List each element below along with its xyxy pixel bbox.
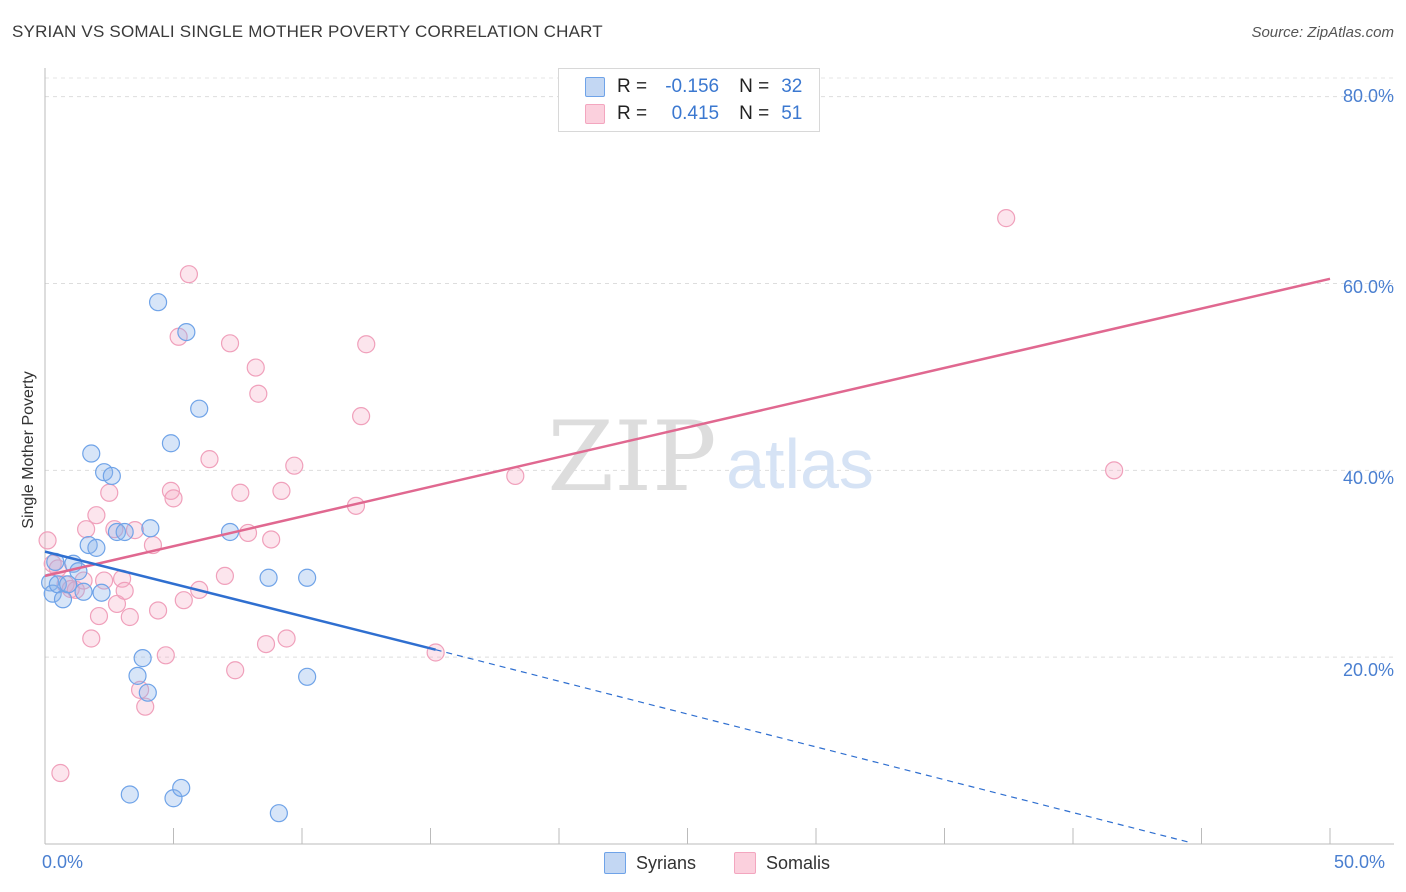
legend-r-label: R = [617, 76, 648, 97]
somalis-legend-swatch [734, 852, 756, 874]
somali-point [285, 456, 304, 475]
syrian-point [43, 584, 62, 603]
syrians-swatch [585, 77, 605, 97]
somali-point [179, 265, 199, 284]
syrian-point [82, 444, 101, 463]
somali-point [200, 450, 219, 469]
somali-point [246, 358, 265, 377]
syrian-point [133, 649, 152, 668]
somali-point [89, 606, 109, 626]
syrian-point [298, 667, 317, 686]
y-tick-label: 80.0% [1342, 86, 1394, 106]
syrian-point [269, 804, 288, 823]
somalis-legend-label: Somalis [766, 852, 831, 873]
somali-point [100, 483, 119, 502]
syrian-point [59, 575, 78, 594]
syrians-r-value: -0.156 [665, 76, 720, 97]
somali-point [51, 763, 70, 783]
syrians-points [41, 293, 317, 823]
syrians-legend-label: Syrians [636, 852, 697, 873]
somali-point [87, 506, 106, 525]
syrian-point [74, 582, 93, 601]
syrians-legend-swatch [604, 852, 626, 874]
y-tick-label: 60.0% [1342, 277, 1394, 297]
watermark-zip: ZIP [547, 401, 716, 513]
syrian-point [120, 785, 139, 804]
somali-point [426, 643, 445, 662]
legend-r-label: R = [617, 103, 648, 124]
somalis-trend-line [44, 277, 1331, 578]
syrian-point [115, 522, 134, 542]
somali-point [277, 629, 296, 648]
y-axis-label-text: Single Mother Poverty [20, 371, 37, 529]
syrian-point [92, 583, 111, 602]
legend-n-label: N = [739, 103, 770, 124]
somali-point [506, 466, 525, 486]
bottom-legend-somalis: Somalis [734, 852, 830, 874]
syrian-point [298, 568, 317, 587]
syrians-trend-extension [435, 649, 1189, 843]
syrian-point [69, 562, 88, 581]
y-tick-label: 20.0% [1342, 660, 1394, 680]
syrian-point [164, 789, 183, 808]
syrian-point [148, 293, 168, 312]
somali-point [174, 591, 193, 610]
y-tick-label: 40.0% [1342, 468, 1394, 488]
somali-point [77, 520, 96, 539]
somali-point [164, 489, 183, 508]
somali-point [272, 481, 291, 500]
somali-point [220, 334, 240, 353]
syrians-n-value: 32 [781, 76, 803, 97]
somali-point [82, 629, 101, 648]
watermark-atlas: atlas [726, 425, 874, 503]
x-tick-label-max: 50.0% [1334, 852, 1386, 872]
axes [44, 68, 1394, 845]
somali-point [105, 520, 124, 539]
syrian-point [172, 778, 191, 798]
somali-point [1105, 461, 1124, 480]
legend-row-syrians: R = -0.156 N = 32 [585, 75, 802, 99]
legend-n-label: N = [739, 76, 770, 97]
syrian-point [190, 399, 209, 418]
syrian-point [128, 666, 147, 685]
somali-point [38, 531, 57, 550]
syrian-point [161, 434, 181, 453]
syrians-trend-line [44, 550, 436, 651]
syrian-point [141, 519, 160, 538]
stats-legend: R = -0.156 N = 32 R = 0.415 N = 51 [558, 68, 820, 132]
somalis-swatch [585, 104, 605, 124]
trend-lines [44, 277, 1331, 843]
somali-point [148, 601, 168, 620]
bottom-legend-syrians: Syrians [604, 852, 696, 874]
somali-point [249, 384, 268, 403]
somali-point [231, 483, 250, 502]
somali-point [226, 661, 245, 680]
somali-point [136, 697, 155, 716]
y-axis-label: Single Mother Poverty [16, 340, 42, 560]
somali-point [352, 407, 371, 426]
somali-point [256, 634, 276, 654]
x-tick-label-min: 0.0% [42, 852, 84, 872]
somali-point [115, 581, 134, 600]
chart-source: Source: ZipAtlas.com [1251, 24, 1394, 41]
somalis-r-value: 0.415 [671, 103, 720, 124]
somali-point [357, 335, 376, 354]
somali-point [120, 607, 139, 627]
syrian-point [87, 538, 106, 557]
somali-point [997, 209, 1016, 228]
somalis-n-value: 51 [781, 103, 803, 124]
somali-point [215, 566, 234, 586]
syrian-point [102, 466, 121, 486]
somali-point [156, 646, 175, 665]
somali-point [161, 481, 181, 500]
chart-title: SYRIAN VS SOMALI SINGLE MOTHER POVERTY C… [12, 22, 603, 41]
syrian-point [107, 522, 127, 542]
syrian-point [138, 683, 157, 702]
legend-row-somalis: R = 0.415 N = 51 [585, 102, 802, 126]
syrian-point [259, 568, 278, 587]
syrian-point [177, 322, 196, 342]
somali-point [262, 530, 281, 549]
